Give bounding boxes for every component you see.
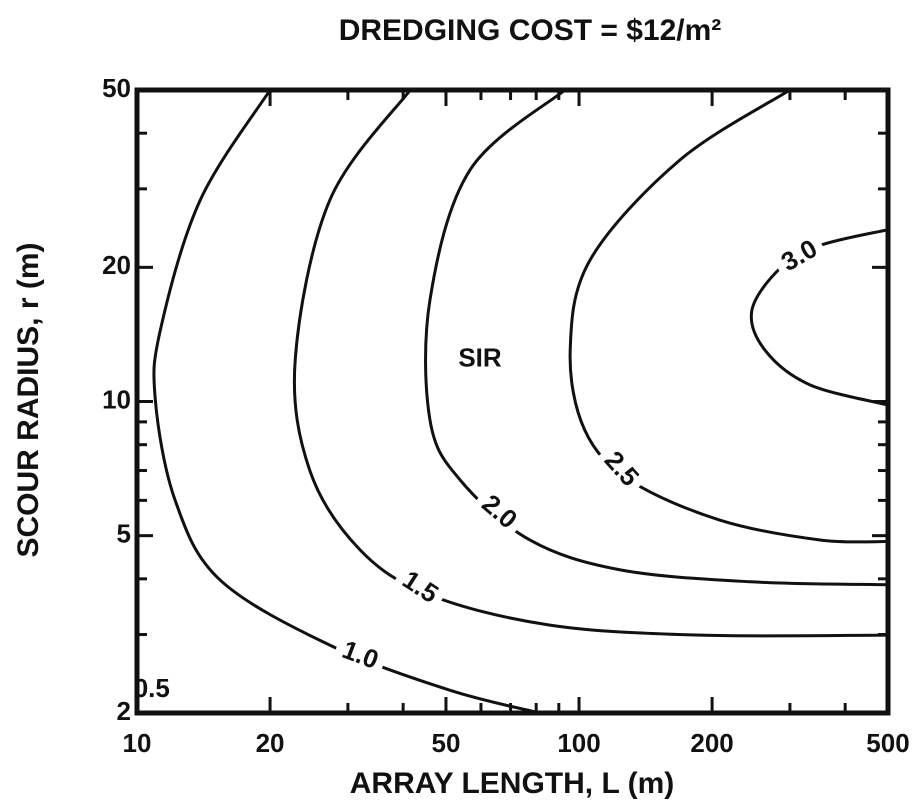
- contour-label-bg: [390, 562, 449, 614]
- contour-line: [424, 88, 889, 587]
- contour-label-bg: [593, 441, 648, 498]
- chart-title: DREDGING COST = $12/m²: [339, 14, 722, 47]
- contour-line: [292, 89, 889, 638]
- x-tick-label: 20: [256, 728, 285, 758]
- y-tick-label: 20: [102, 250, 131, 280]
- plot-frame: [134, 87, 891, 716]
- y-tick-label: 5: [117, 519, 131, 549]
- y-axis-label: SCOUR RADIUS, r (m): [12, 242, 45, 557]
- contour-label-bg: [771, 232, 829, 282]
- x-tick-label: 10: [123, 728, 152, 758]
- annotation: 0.5: [134, 673, 170, 703]
- contour-label-bg: [470, 486, 527, 540]
- y-tick-label: 10: [102, 384, 131, 414]
- contour-label-bg: [331, 634, 389, 679]
- x-tick-label: 500: [866, 728, 909, 758]
- x-tick-label: 50: [432, 728, 461, 758]
- x-axis-label: ARRAY LENGTH, L (m): [350, 767, 674, 800]
- contour-line: [568, 88, 889, 544]
- y-tick-label: 2: [117, 696, 131, 726]
- contour-line: [152, 89, 541, 715]
- y-tick-label: 50: [102, 73, 131, 103]
- x-tick-label: 100: [557, 728, 600, 758]
- annotation: SIR: [458, 343, 502, 373]
- x-tick-label: 200: [690, 728, 733, 758]
